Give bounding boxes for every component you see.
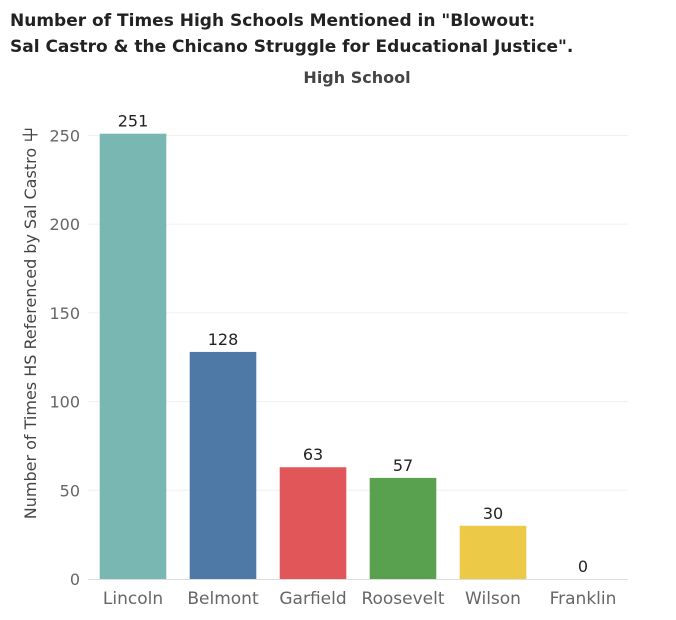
bar-garfield	[279, 467, 347, 579]
data-label-roosevelt: 57	[393, 456, 413, 475]
bar-belmont	[189, 351, 257, 579]
data-label-franklin: 0	[578, 557, 588, 576]
data-label-lincoln: 251	[118, 112, 149, 131]
y-axis-ticks: 0 50 100 150 200 250	[49, 126, 80, 589]
bar-roosevelt	[369, 477, 437, 579]
data-label-belmont: 128	[208, 330, 239, 349]
bars	[99, 133, 527, 580]
x-category-label: Lincoln	[103, 589, 163, 609]
gridlines	[88, 134, 628, 491]
y-tick-label: 100	[49, 393, 80, 412]
x-category-label: Franklin	[550, 589, 617, 609]
y-tick-label: 0	[70, 570, 80, 589]
x-axis-categories: Lincoln Belmont Garfield Roosevelt Wilson Fra…	[103, 589, 617, 609]
data-label-garfield: 63	[303, 445, 323, 464]
x-category-label: Belmont	[187, 589, 259, 609]
y-tick-label: 50	[60, 481, 80, 500]
x-category-label: Garfield	[279, 589, 346, 609]
x-category-label: Roosevelt	[361, 589, 444, 609]
y-tick-label: 250	[49, 126, 80, 145]
y-axis-title: Number of Times HS Referenced by Sal Cas…	[21, 127, 40, 519]
y-tick-label: 150	[49, 304, 80, 323]
bar-lincoln	[99, 133, 167, 580]
data-labels: 251 128 63 57 30 0	[118, 112, 588, 576]
bar-wilson	[459, 525, 527, 579]
y-tick-label: 200	[49, 215, 80, 234]
column-header: High School	[303, 68, 410, 87]
data-label-wilson: 30	[483, 504, 503, 523]
chart-title-line-2: Sal Castro & the Chicano Struggle for Ed…	[10, 37, 574, 57]
chart-title-line-1: Number of Times High Schools Mentioned i…	[10, 11, 536, 31]
x-category-label: Wilson	[465, 589, 521, 609]
chart-title: Number of Times High Schools Mentioned i…	[10, 8, 670, 60]
